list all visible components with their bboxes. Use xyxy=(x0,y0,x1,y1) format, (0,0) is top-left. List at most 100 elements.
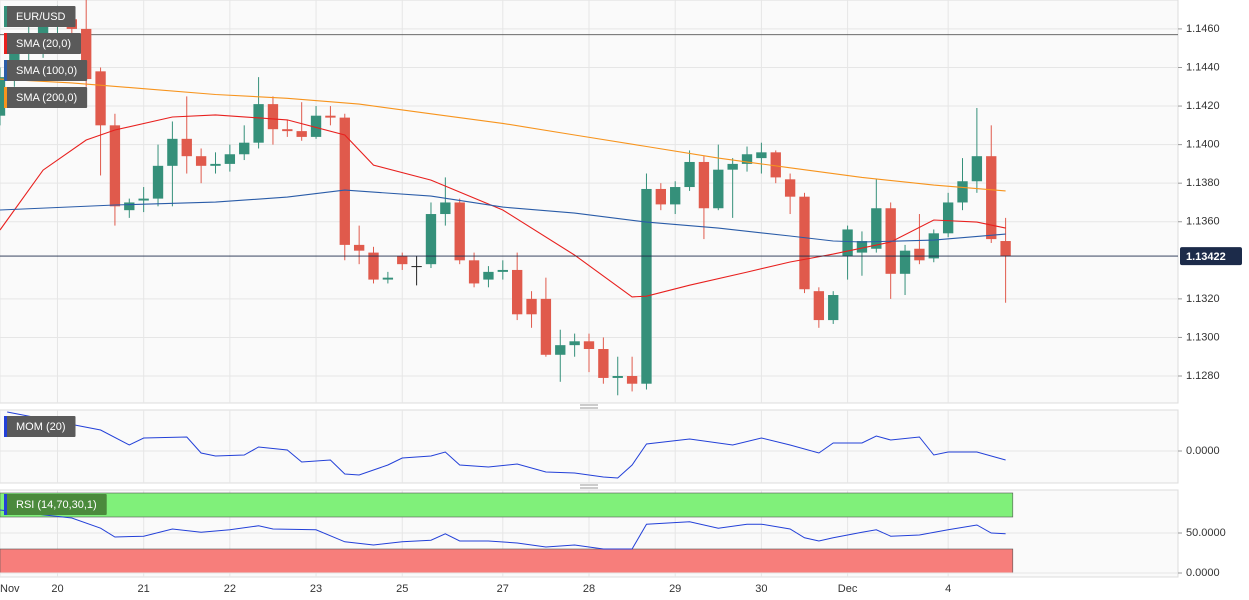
candle-body xyxy=(598,349,609,378)
indicator-line xyxy=(7,411,1006,479)
x-tick-label: 4 xyxy=(945,583,951,595)
candle-body xyxy=(296,131,307,137)
legend-swatch xyxy=(4,416,7,437)
candle-body xyxy=(770,152,781,178)
y-tick-label: 1.1460 xyxy=(1186,23,1220,35)
x-tick-label: 30 xyxy=(755,583,767,595)
candle-body xyxy=(497,269,508,272)
candle-body xyxy=(713,169,724,209)
legend-swatch xyxy=(4,87,7,108)
y-tick-label: 0.0000 xyxy=(1186,567,1220,579)
candle-body xyxy=(914,248,925,261)
candle-body xyxy=(0,77,6,116)
candle-body xyxy=(239,142,250,155)
candle-body xyxy=(986,156,997,240)
candle-body xyxy=(684,161,695,188)
candle-body xyxy=(353,244,365,251)
candle-body xyxy=(368,252,379,280)
candle-body xyxy=(612,376,623,378)
y-tick-label: 0.0000 xyxy=(1186,445,1220,457)
indicator-line xyxy=(0,509,1006,550)
candle-body xyxy=(842,229,853,257)
legend-swatch xyxy=(4,60,7,81)
candle-body xyxy=(813,291,825,321)
y-tick-label: 50.0000 xyxy=(1186,527,1226,539)
candle-body xyxy=(95,71,106,126)
candle-body xyxy=(511,269,523,315)
candle-body xyxy=(540,298,552,355)
last-price-box xyxy=(1180,247,1242,266)
candle-body xyxy=(310,115,322,137)
candle-body xyxy=(957,181,968,203)
candle-body xyxy=(583,341,595,350)
candle-body xyxy=(799,196,810,290)
legend-item: SMA (20,0) xyxy=(4,33,82,54)
y-tick-label: 1.1320 xyxy=(1186,293,1220,305)
candle-body xyxy=(468,260,480,284)
candle-body xyxy=(339,117,350,245)
candle-body xyxy=(425,214,437,265)
legend-item: RSI (14,70,30,1) xyxy=(4,494,107,515)
candle-body xyxy=(124,202,135,211)
candle-body xyxy=(942,202,954,234)
candle-body xyxy=(569,341,580,346)
candle-body xyxy=(224,154,236,164)
candle-body xyxy=(784,179,796,197)
legend-box xyxy=(4,60,88,81)
candle-body xyxy=(670,187,681,205)
y-tick-label: 1.1420 xyxy=(1186,100,1220,112)
candle-body xyxy=(1000,241,1011,257)
legend-item: SMA (100,0) xyxy=(4,60,88,81)
candle-body xyxy=(282,129,293,132)
legend-label: MOM (20) xyxy=(16,421,66,433)
candle-body xyxy=(828,295,839,321)
candle-body xyxy=(526,298,537,315)
x-tick-label: 29 xyxy=(669,583,681,595)
candle-body xyxy=(81,28,92,80)
last-price-label: 1.13422 xyxy=(1186,251,1226,263)
candle-body xyxy=(267,104,279,130)
candle-body xyxy=(741,154,753,164)
candle-body xyxy=(210,163,221,166)
legend-label: SMA (100,0) xyxy=(16,65,77,77)
candle-body xyxy=(655,188,667,205)
x-tick-label: 21 xyxy=(138,583,150,595)
legend-label: EUR/USD xyxy=(16,11,66,23)
candle-body xyxy=(454,202,465,261)
legend-label: SMA (20,0) xyxy=(16,38,71,50)
candle-body xyxy=(483,271,494,280)
candle-body xyxy=(138,198,149,201)
y-tick-label: 1.1400 xyxy=(1186,139,1220,151)
legend-label: RSI (14,70,30,1) xyxy=(16,499,97,511)
candle-body xyxy=(928,233,939,259)
y-tick-label: 1.1300 xyxy=(1186,331,1220,343)
x-tick-label: Dec xyxy=(838,583,858,595)
candle-body xyxy=(641,188,652,384)
legend-box xyxy=(4,33,82,54)
legend-box xyxy=(4,87,88,108)
x-tick-label: 20 xyxy=(51,583,63,595)
pane-grip[interactable] xyxy=(580,404,598,409)
x-tick-label: Nov xyxy=(0,583,20,595)
sma-line xyxy=(0,189,1006,243)
candle-body xyxy=(253,104,264,143)
rsi-band xyxy=(0,492,1014,518)
candle-body xyxy=(397,256,408,265)
legend-label: SMA (200,0) xyxy=(16,92,77,104)
y-tick-label: 1.1380 xyxy=(1186,177,1220,189)
candle-body xyxy=(167,138,178,166)
candle-body xyxy=(382,277,394,280)
pane-grip[interactable] xyxy=(580,484,598,489)
candle-body xyxy=(698,161,710,209)
sma-line xyxy=(0,78,1006,192)
legend-box xyxy=(4,494,107,515)
legend-swatch xyxy=(4,6,7,27)
sma-line xyxy=(0,114,1006,298)
legend-item: SMA (200,0) xyxy=(4,87,88,108)
legend-item: EUR/USD xyxy=(4,6,76,27)
candle-body xyxy=(181,138,192,157)
candle-body xyxy=(971,156,983,182)
legend-item: MOM (20) xyxy=(4,416,76,437)
